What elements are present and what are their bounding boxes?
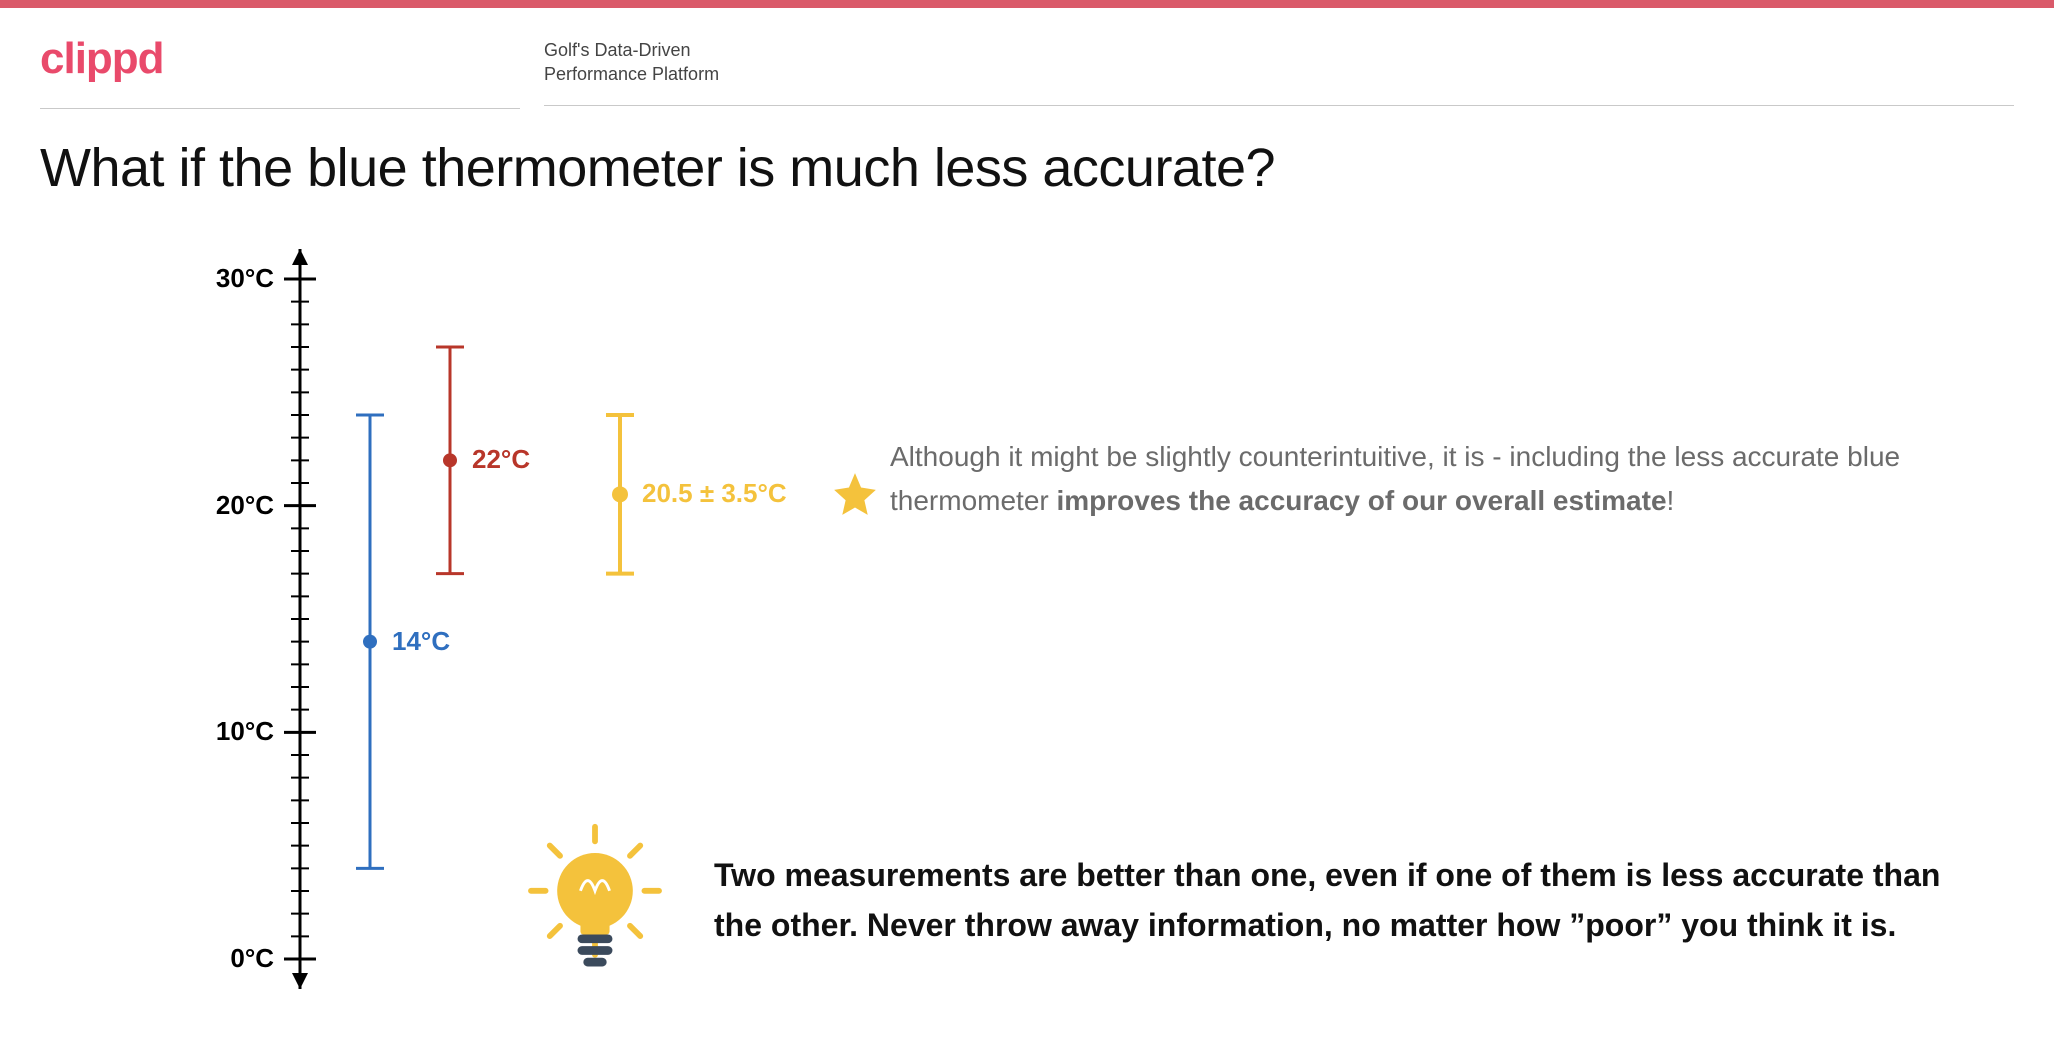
axis-tick-label: 20°C <box>216 490 274 521</box>
axis-tick-label: 30°C <box>216 263 274 294</box>
tagline-line2: Performance Platform <box>544 62 2014 86</box>
logo-block: clippd <box>40 28 520 109</box>
axis-tick-label: 10°C <box>216 716 274 747</box>
brand-logo: clippd <box>40 34 520 84</box>
tagline-line1: Golf's Data-Driven <box>544 38 2014 62</box>
axis-tick-label: 0°C <box>230 943 274 974</box>
series-label-red: 22°C <box>472 444 530 475</box>
page-title: What if the blue thermometer is much les… <box>0 109 2054 199</box>
takeaway-row: Two measurements are better than one, ev… <box>520 821 1970 981</box>
explain-bold: improves the accuracy of our overall est… <box>1057 485 1667 516</box>
top-accent-bar <box>0 0 2054 8</box>
explain-suffix: ! <box>1667 485 1675 516</box>
lightbulb-icon <box>520 821 670 981</box>
star-icon <box>830 469 880 519</box>
series-label-blue: 14°C <box>392 626 450 657</box>
header: clippd Golf's Data-Driven Performance Pl… <box>0 8 2054 109</box>
explanation-text: Although it might be slightly counterint… <box>890 435 1970 523</box>
takeaway-text: Two measurements are better than one, ev… <box>714 851 1954 950</box>
series-label-combined: 20.5 ± 3.5°C <box>642 478 787 509</box>
content-area: 0°C 10°C 20°C 30°C 14°C 22°C 20.5 ± 3.5°C Alt… <box>0 199 2054 1019</box>
tagline-block: Golf's Data-Driven Performance Platform <box>544 28 2014 106</box>
